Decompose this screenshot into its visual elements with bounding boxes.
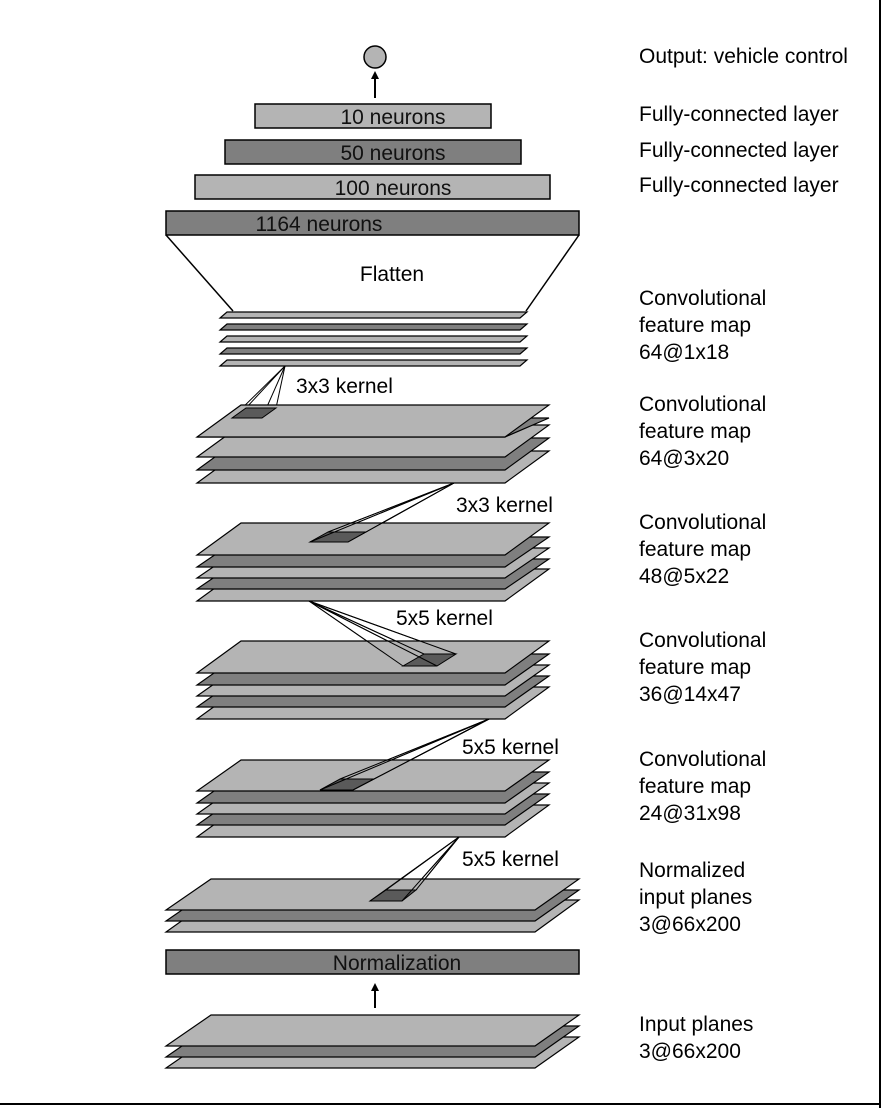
label-conv5: Convolutional feature map 64@1x18 (639, 287, 772, 364)
fc10-label: 10 neurons (340, 106, 445, 129)
label-input: Input planes 3@66x200 (639, 1013, 759, 1063)
flatten-left-edge (165, 234, 234, 312)
kernel4-label: 3x3 kernel (456, 494, 553, 517)
label-fc10: Fully-connected layer (639, 103, 839, 126)
label-conv2: Convolutional feature map 36@14x47 (639, 629, 772, 706)
kernel5-patch-top (230, 407, 278, 419)
normalization-box (165, 949, 580, 975)
kernel5-label: 3x3 kernel (296, 375, 393, 398)
conv5-plane-3 (218, 335, 529, 343)
label-output: Output: vehicle control (639, 45, 848, 68)
input-arrow-head (371, 983, 379, 991)
conv4-stack (195, 404, 551, 484)
fc100-label: 100 neurons (335, 177, 452, 200)
fc1164-box (165, 210, 580, 236)
label-fc100: Fully-connected layer (639, 174, 839, 197)
conv3-stack (195, 482, 551, 602)
conv1-plane-1 (195, 759, 551, 792)
conv5-stack (218, 311, 529, 367)
output-arrow-head (371, 71, 379, 79)
label-conv3: Convolutional feature map 48@5x22 (639, 511, 772, 588)
conv5-plane-5 (218, 359, 529, 367)
input-plane-1 (164, 1014, 581, 1047)
conv2-stack (195, 600, 551, 720)
fc10-box (254, 103, 492, 129)
conv3-plane-1 (195, 522, 551, 556)
fc1164-label: 1164 neurons (256, 213, 383, 236)
label-fc50: Fully-connected layer (639, 139, 839, 162)
conv5-plane-4 (218, 347, 529, 355)
fc50-box (224, 139, 522, 165)
label-conv1: Convolutional feature map 24@31x98 (639, 748, 772, 825)
kernel3-label: 5x5 kernel (396, 607, 493, 630)
input-stack (164, 1014, 581, 1069)
flatten-label: Flatten (360, 263, 424, 286)
label-normalized: Normalized input planes 3@66x200 (639, 859, 758, 936)
fc50-label: 50 neurons (340, 142, 445, 165)
conv1-stack (195, 718, 551, 838)
label-conv4: Convolutional feature map 64@3x20 (639, 393, 772, 470)
output-node (363, 45, 387, 69)
kernel1-label: 5x5 kernel (462, 848, 559, 871)
normalized-stack (164, 836, 581, 933)
conv4-plane-1 (195, 404, 551, 438)
conv2-plane-1 (195, 640, 551, 674)
fc100-box (194, 174, 551, 200)
normalized-plane-1 (164, 878, 581, 911)
normalization-label: Normalization (333, 952, 461, 975)
kernel2-label: 5x5 kernel (462, 736, 559, 759)
conv5-plane-1 (218, 311, 529, 319)
flatten-right-edge (525, 234, 580, 312)
conv5-plane-2 (218, 323, 529, 331)
